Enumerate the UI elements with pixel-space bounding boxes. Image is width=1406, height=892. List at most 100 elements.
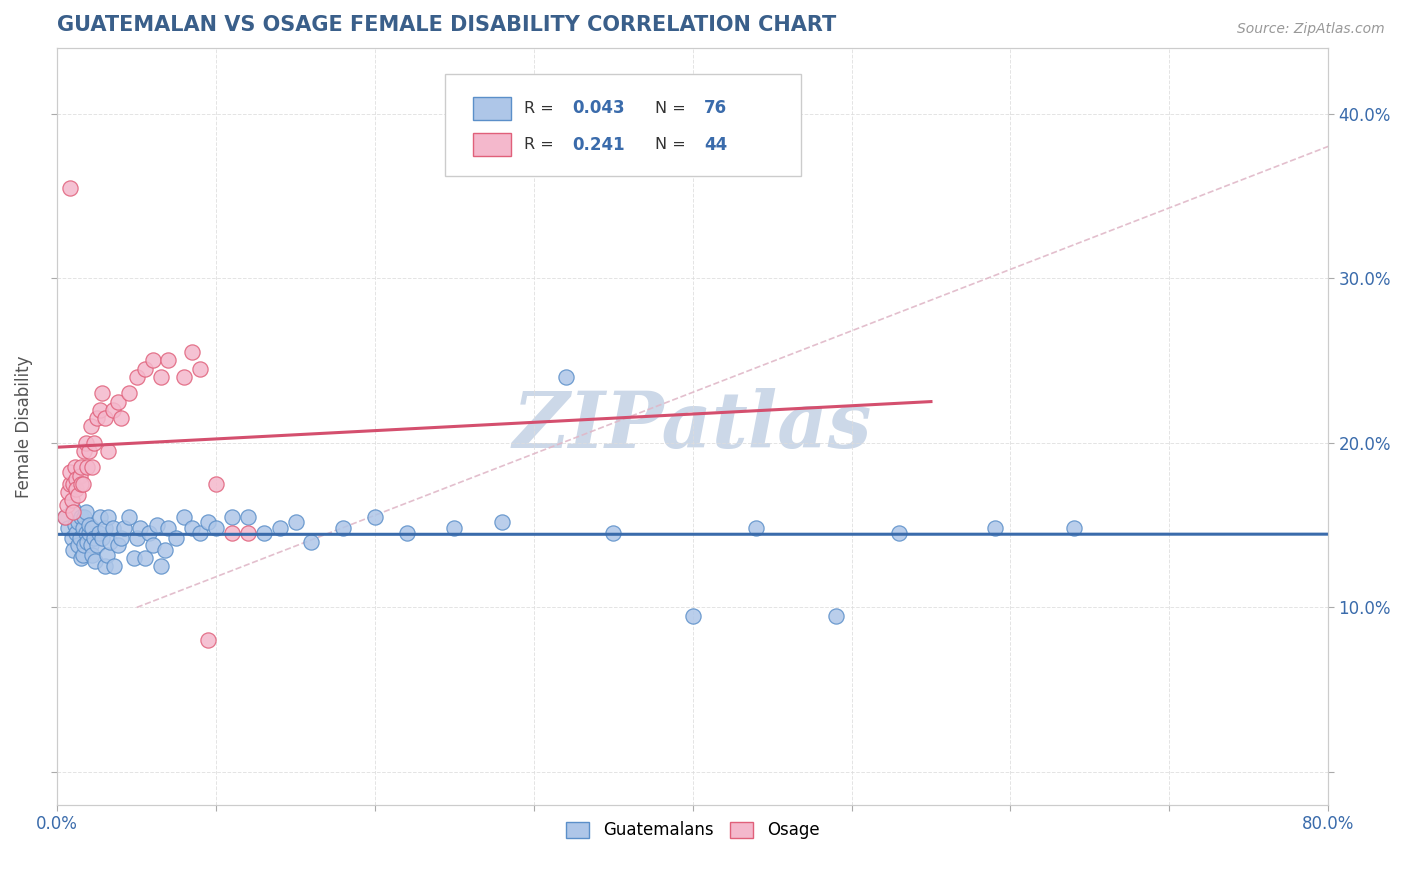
Point xyxy=(236,526,259,541)
Point xyxy=(157,353,180,368)
Legend: Guatemalans, Osage: Guatemalans, Osage xyxy=(560,814,825,846)
Point xyxy=(107,394,129,409)
Y-axis label: Female Disability: Female Disability xyxy=(15,355,32,498)
Point xyxy=(77,526,100,541)
Point xyxy=(125,370,148,384)
Point xyxy=(824,608,846,623)
Point xyxy=(157,521,180,535)
Point xyxy=(149,370,172,384)
Point xyxy=(125,531,148,545)
Point xyxy=(395,526,418,541)
Point xyxy=(118,386,141,401)
Point xyxy=(59,180,82,194)
Point xyxy=(94,559,117,574)
Point xyxy=(83,531,105,545)
Point xyxy=(72,477,94,491)
Point xyxy=(983,521,1005,535)
Point xyxy=(53,509,76,524)
Point xyxy=(101,402,124,417)
Point xyxy=(142,353,165,368)
Text: 44: 44 xyxy=(704,136,727,153)
Point xyxy=(58,485,80,500)
Point xyxy=(66,488,89,502)
Point xyxy=(73,444,96,458)
Point xyxy=(82,548,104,562)
Point xyxy=(62,477,84,491)
Point xyxy=(97,444,120,458)
Point xyxy=(75,526,97,541)
Point xyxy=(301,534,323,549)
Point xyxy=(89,402,111,417)
Point xyxy=(75,505,97,519)
Point xyxy=(118,509,141,524)
Point xyxy=(1063,521,1085,535)
Point xyxy=(89,509,111,524)
Point xyxy=(197,633,219,648)
Point xyxy=(443,521,465,535)
Point xyxy=(146,518,169,533)
Point xyxy=(75,435,97,450)
Point xyxy=(165,531,187,545)
Point xyxy=(65,472,87,486)
Text: R =: R = xyxy=(523,137,558,153)
Point xyxy=(122,551,145,566)
Point xyxy=(364,509,387,524)
Text: R =: R = xyxy=(523,101,558,116)
Point xyxy=(77,518,100,533)
Point xyxy=(56,499,79,513)
Point xyxy=(94,521,117,535)
Point xyxy=(181,345,204,359)
Point xyxy=(58,521,80,535)
Point xyxy=(69,531,91,545)
Point xyxy=(110,411,132,425)
Point xyxy=(221,509,243,524)
Point xyxy=(62,505,84,519)
Point xyxy=(73,509,96,524)
Point xyxy=(205,477,228,491)
Point xyxy=(682,608,704,623)
Point xyxy=(62,542,84,557)
Point xyxy=(84,554,107,568)
Point xyxy=(97,509,120,524)
Point xyxy=(76,460,98,475)
Text: 0.241: 0.241 xyxy=(572,136,624,153)
Point xyxy=(87,526,110,541)
Point xyxy=(284,515,307,529)
Point xyxy=(70,460,93,475)
Point xyxy=(94,411,117,425)
Point xyxy=(66,515,89,529)
FancyBboxPatch shape xyxy=(472,97,510,120)
Text: N =: N = xyxy=(655,101,690,116)
Point xyxy=(134,551,156,566)
Point xyxy=(205,521,228,535)
Point xyxy=(60,493,83,508)
Point xyxy=(138,526,160,541)
Point xyxy=(188,361,211,376)
Point xyxy=(197,515,219,529)
Text: N =: N = xyxy=(655,137,690,153)
Point xyxy=(59,466,82,480)
Point xyxy=(889,526,911,541)
Point xyxy=(173,370,195,384)
Point xyxy=(155,542,177,557)
Point xyxy=(65,526,87,541)
Point xyxy=(90,386,112,401)
Point xyxy=(70,477,93,491)
Text: ZIPatlas: ZIPatlas xyxy=(513,388,872,465)
Point xyxy=(82,460,104,475)
Point xyxy=(96,548,118,562)
Point xyxy=(72,548,94,562)
Point xyxy=(77,444,100,458)
Point xyxy=(110,531,132,545)
Point xyxy=(491,515,513,529)
Point xyxy=(221,526,243,541)
Point xyxy=(188,526,211,541)
Point xyxy=(173,509,195,524)
Point xyxy=(70,551,93,566)
Point xyxy=(602,526,624,541)
Point xyxy=(269,521,291,535)
Point xyxy=(53,509,76,524)
Text: 76: 76 xyxy=(704,99,727,117)
Point xyxy=(112,521,135,535)
Point xyxy=(98,534,121,549)
